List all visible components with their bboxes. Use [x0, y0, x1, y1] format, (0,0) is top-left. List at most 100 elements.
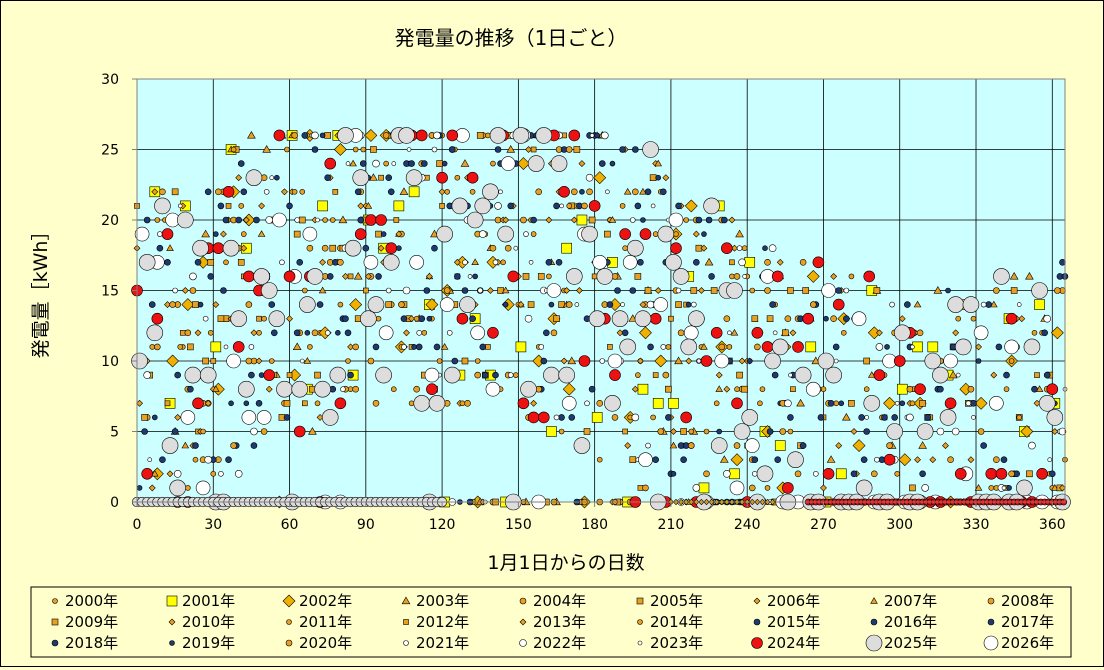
data-point [558, 414, 565, 421]
data-point [674, 356, 683, 365]
data-point [257, 230, 266, 237]
data-point [989, 395, 1004, 411]
data-point [482, 183, 499, 201]
data-point [134, 226, 150, 242]
data-point [874, 456, 880, 463]
data-point [502, 301, 509, 308]
data-point [571, 188, 578, 196]
data-point [906, 413, 914, 422]
data-point [177, 211, 194, 229]
data-point [704, 257, 714, 266]
data-point [665, 385, 672, 393]
data-point [659, 188, 667, 196]
data-point [171, 428, 179, 435]
data-point [649, 312, 662, 325]
data-point [185, 485, 191, 491]
data-point [855, 479, 873, 497]
data-point [1006, 485, 1012, 491]
data-point [924, 352, 942, 370]
data-point [555, 258, 563, 266]
data-point [523, 231, 529, 237]
data-point [393, 200, 405, 212]
data-point [385, 242, 398, 254]
legend-label: 2013年 [533, 613, 586, 631]
data-point [250, 442, 258, 449]
data-point [806, 269, 820, 283]
data-point [446, 129, 459, 142]
legend-marker [870, 618, 878, 626]
data-point [891, 414, 898, 421]
data-point [398, 301, 405, 308]
data-point [527, 155, 545, 172]
data-point [566, 268, 583, 285]
data-point [977, 428, 985, 435]
y-tick-label: 0 [110, 495, 119, 511]
data-point [945, 287, 951, 294]
data-point [1026, 470, 1033, 478]
data-point [286, 315, 293, 323]
data-point [538, 344, 545, 350]
data-point [916, 423, 934, 440]
data-point [893, 324, 911, 342]
legend-marker [51, 618, 59, 626]
data-point [619, 338, 636, 356]
chart-title: 発電量の推移（1日ごと） [395, 26, 628, 50]
data-point [210, 358, 217, 364]
data-point [948, 370, 958, 379]
data-point [504, 244, 512, 252]
data-point [218, 470, 224, 477]
data-point [832, 343, 840, 351]
data-point [512, 127, 530, 144]
data-point [883, 453, 896, 466]
data-point [194, 258, 202, 266]
data-point [971, 415, 976, 420]
legend-label: 2004年 [533, 592, 586, 610]
data-point [560, 357, 568, 365]
data-point [489, 244, 497, 252]
data-point [993, 287, 1000, 294]
data-point [527, 301, 535, 308]
data-point [217, 315, 225, 323]
data-point [947, 456, 954, 464]
data-point [425, 298, 439, 312]
data-point [635, 372, 641, 378]
data-point [256, 410, 272, 425]
data-point [378, 325, 394, 341]
data-point [684, 199, 698, 213]
data-point [498, 189, 503, 195]
data-point [830, 315, 837, 323]
data-point [268, 301, 276, 308]
data-point [677, 329, 685, 337]
data-point [262, 145, 272, 153]
data-point [314, 371, 321, 379]
data-point [566, 203, 573, 209]
data-point [937, 385, 944, 393]
data-point [584, 400, 590, 407]
data-point [715, 371, 723, 379]
data-point [652, 372, 659, 378]
data-point [952, 329, 960, 337]
data-point [558, 186, 570, 198]
data-point [662, 371, 670, 379]
data-point [875, 329, 883, 337]
data-point [347, 273, 354, 280]
data-point [565, 301, 573, 308]
data-point [990, 371, 998, 379]
data-point [474, 197, 492, 215]
data-point [431, 146, 438, 153]
data-point [154, 343, 161, 351]
data-point [929, 456, 937, 464]
data-point [270, 329, 278, 337]
data-point [148, 301, 156, 308]
data-point [1035, 385, 1044, 392]
data-point [256, 315, 262, 322]
data-point [939, 409, 957, 426]
data-point [754, 343, 761, 351]
data-point [306, 244, 314, 252]
data-point [621, 329, 629, 337]
data-point [527, 411, 540, 424]
data-point [692, 230, 700, 238]
data-point [141, 414, 148, 421]
data-point [454, 174, 461, 181]
data-point [181, 298, 195, 312]
